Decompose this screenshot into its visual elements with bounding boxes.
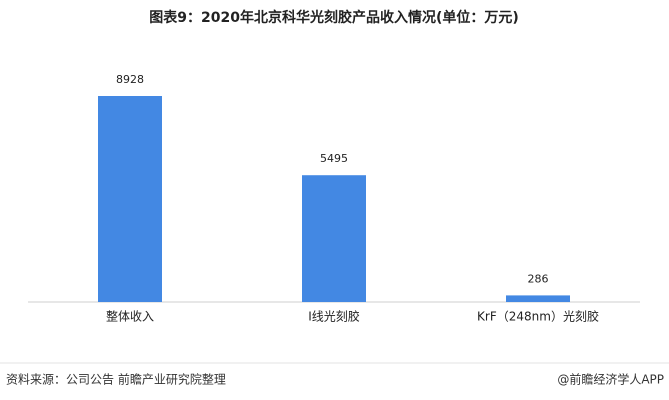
chart-title: 图表9：2020年北京科华光刻胶产品收入情况(单位：万元) [149,9,519,26]
x-tick-label: KrF（248nm）光刻胶 [477,309,599,324]
bar [506,295,570,302]
source: 资料来源：公司公告 前瞻产业研究院整理 [6,372,226,387]
value-label: 286 [528,272,549,285]
brand: @前瞻经济学人APP [557,372,664,387]
x-tick-label: 整体收入 [106,309,154,324]
bar [302,175,366,302]
value-label: 8928 [116,73,144,86]
x-tick-label: I线光刻胶 [308,309,360,324]
bar [98,96,162,302]
value-label: 5495 [320,152,348,165]
